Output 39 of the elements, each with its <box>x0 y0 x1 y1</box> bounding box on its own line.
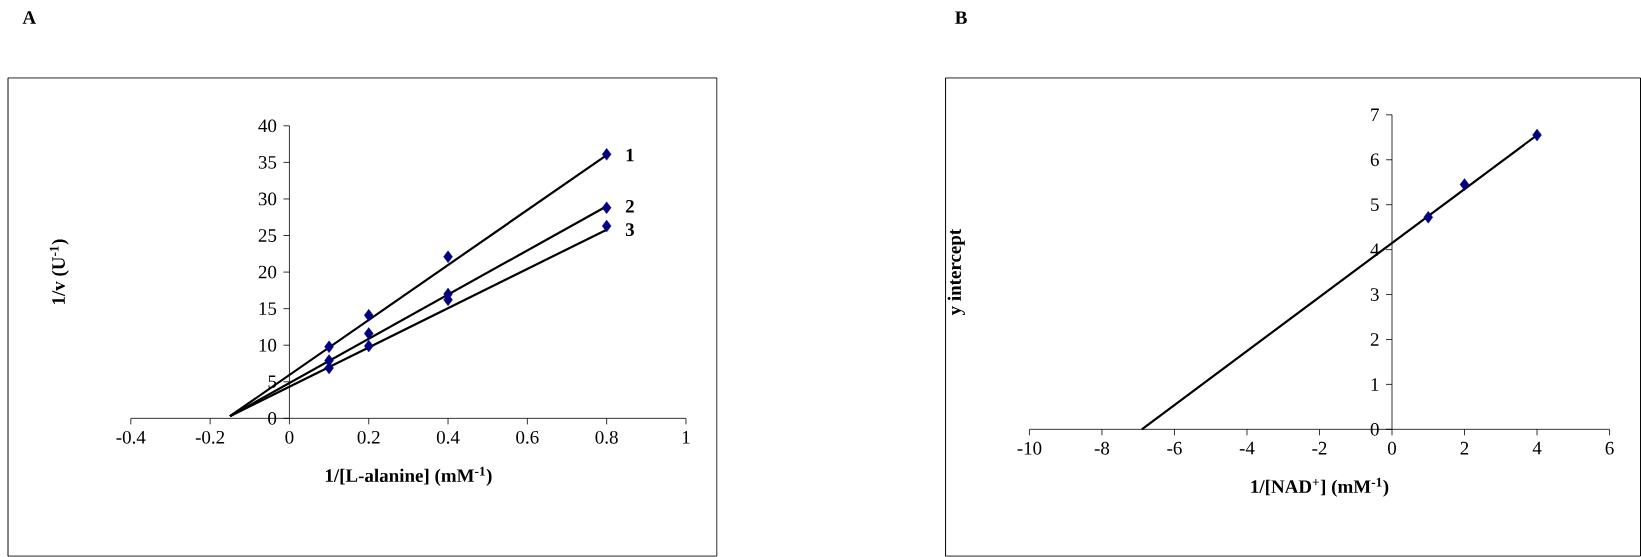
x-tick-label: -2 <box>1312 442 1327 455</box>
y-tick-label: 35 <box>258 156 277 169</box>
x-tick-label: 0.4 <box>436 431 460 444</box>
x-tick-label: -6 <box>1167 442 1182 455</box>
y-tick-label: 7 <box>1371 108 1379 122</box>
x-tick-label: -0.2 <box>195 431 225 444</box>
chart-title: B <box>955 11 967 25</box>
x-tick-label: -10 <box>1017 442 1042 455</box>
y-tick-label: 20 <box>258 265 277 279</box>
x-tick-label: -4 <box>1239 442 1255 455</box>
x-tick-label: 0.8 <box>595 431 618 444</box>
y-tick-label: 30 <box>258 192 277 206</box>
x-tick-label: 0 <box>1387 442 1397 455</box>
x-axis-title: 1/[L-alanine] (mM$^{-1}$) <box>325 466 492 487</box>
x-tick-label: -0.4 <box>116 431 146 444</box>
series-label: 3 <box>625 223 634 237</box>
x-tick-label: 0 <box>285 431 294 444</box>
y-tick-label: 25 <box>258 229 277 243</box>
y-tick-label: 2 <box>1370 333 1379 346</box>
y-tick-label: 10 <box>259 339 277 352</box>
y-axis-title: 1/v (U$^{-1}$) <box>49 239 69 305</box>
y-tick-label: 3 <box>1370 288 1379 302</box>
y-tick-label: 6 <box>1370 153 1379 167</box>
x-tick-label: 0.2 <box>357 431 380 444</box>
x-axis-title: 1/[NAD$^{+}$] (mM$^{-1}$) <box>1251 477 1389 498</box>
y-tick-label: 15 <box>259 302 277 316</box>
y-tick-label: 40 <box>258 119 277 133</box>
x-tick-label: 2 <box>1460 442 1469 455</box>
x-tick-label: 0.6 <box>516 431 539 444</box>
series-label: 1 <box>626 148 634 162</box>
y-tick-label: 1 <box>1371 378 1379 391</box>
x-tick-label: 6 <box>1605 442 1614 455</box>
chart-title: A <box>22 11 36 24</box>
y-tick-label: 5 <box>1371 198 1379 212</box>
series-label: 2 <box>625 200 634 213</box>
x-tick-label: 1 <box>682 431 690 444</box>
x-tick-label: 4 <box>1532 442 1542 455</box>
x-tick-label: -8 <box>1094 442 1110 455</box>
y-axis-title: y intercept <box>947 229 965 316</box>
